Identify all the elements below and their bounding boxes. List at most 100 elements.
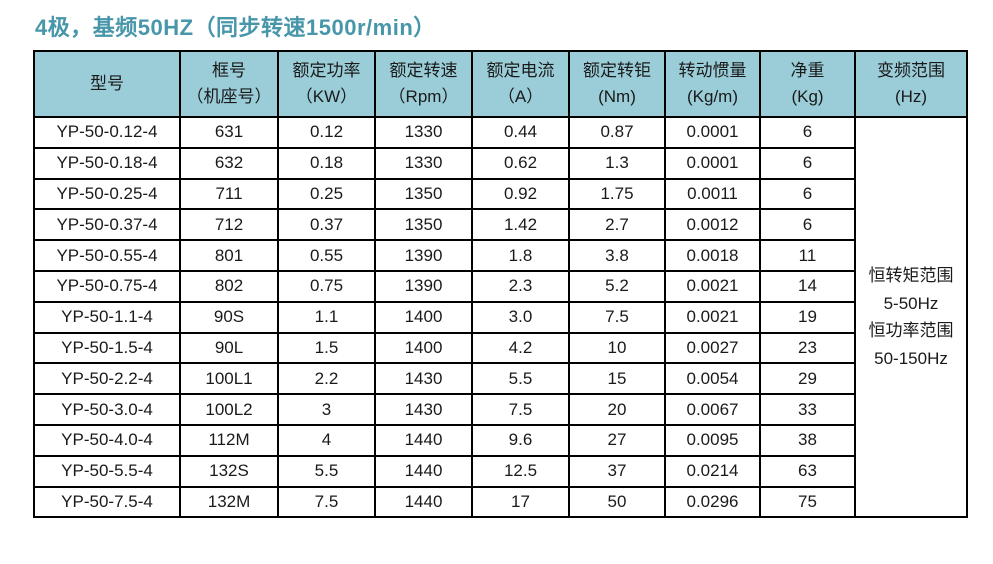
- cell-speed: 1390: [374, 239, 473, 272]
- cell-weight: 11: [759, 239, 856, 272]
- column-header-model: 型号: [33, 50, 181, 118]
- cell-current: 17: [471, 485, 570, 519]
- cell-current: 0.44: [471, 116, 570, 149]
- column-header-power: 额定功率 （KW）: [277, 50, 376, 118]
- header-unit: （A）: [497, 87, 544, 106]
- cell-torque: 20: [568, 393, 666, 426]
- header-title: 额定功率: [292, 60, 361, 80]
- cell-inertia: 0.0214: [664, 454, 761, 488]
- cell-model: YP-50-1.1-4: [33, 300, 181, 334]
- cell-speed: 1440: [374, 423, 473, 457]
- cell-weight: 6: [759, 208, 856, 242]
- column-header-freq-range: 变频范围 (Hz): [854, 50, 968, 118]
- cell-current: 9.6: [471, 423, 570, 457]
- frequency-range-line: 恒转矩范围: [868, 266, 954, 286]
- cell-weight: 33: [759, 393, 856, 426]
- cell-power: 1.1: [277, 300, 376, 334]
- cell-speed: 1430: [374, 393, 473, 426]
- header-unit: (Kg): [791, 87, 824, 106]
- header-unit: （KW）: [295, 87, 358, 106]
- cell-torque: 1.3: [568, 146, 666, 180]
- cell-current: 4.2: [471, 331, 570, 365]
- motor-spec-table: 型号 框号 （机座号） 额定功率 （KW） 额定转速 （Rpm） 额定电流 （A） 额定转钜 (Nm…: [33, 50, 968, 519]
- cell-power: 0.37: [277, 208, 376, 242]
- cell-model: YP-50-3.0-4: [33, 393, 181, 426]
- cell-model: YP-50-4.0-4: [33, 423, 181, 457]
- cell-current: 0.62: [471, 146, 570, 180]
- cell-power: 5.5: [277, 454, 376, 488]
- header-unit: （机座号）: [186, 87, 272, 106]
- cell-weight: 75: [759, 485, 856, 519]
- table-row: YP-50-4.0-4 112M 4 1440 9.6 27 0.0095 38: [33, 423, 967, 457]
- page: 4极，基频50HZ（同步转速1500r/min） 型号 框号 （机座号） 额定功率 （K…: [33, 15, 968, 519]
- cell-inertia: 0.0018: [664, 239, 761, 272]
- table-row: YP-50-5.5-4 132S 5.5 1440 12.5 37 0.0214 63: [33, 454, 967, 488]
- table-row: YP-50-3.0-4 100L2 3 1430 7.5 20 0.0067 33: [33, 393, 967, 426]
- cell-current: 3.0: [471, 300, 570, 334]
- cell-weight: 38: [759, 423, 856, 457]
- frequency-range-line: 恒功率范围: [868, 321, 954, 341]
- frequency-range-line: 50-150Hz: [874, 348, 948, 368]
- cell-speed: 1330: [374, 146, 473, 180]
- cell-frame: 711: [179, 177, 279, 211]
- column-header-current: 额定电流 （A）: [471, 50, 570, 118]
- table-body: YP-50-0.12-4 631 0.12 1330 0.44 0.87 0.0001 6 恒转…: [33, 115, 968, 519]
- cell-current: 12.5: [471, 454, 570, 488]
- cell-inertia: 0.0054: [664, 362, 761, 396]
- cell-current: 1.42: [471, 208, 570, 242]
- cell-speed: 1400: [374, 300, 473, 334]
- column-header-weight: 净重 (Kg): [759, 50, 856, 118]
- cell-torque: 1.75: [568, 177, 666, 211]
- cell-frame: 712: [179, 208, 279, 242]
- cell-model: YP-50-2.2-4: [33, 362, 181, 396]
- cell-torque: 50: [568, 485, 666, 519]
- cell-inertia: 0.0021: [664, 269, 761, 303]
- cell-frame: 100L1: [179, 362, 279, 396]
- table-header-row: 型号 框号 （机座号） 额定功率 （KW） 额定转速 （Rpm） 额定电流 （A） 额定转钜 (Nm…: [33, 50, 968, 118]
- cell-frame: 132S: [179, 454, 279, 488]
- cell-inertia: 0.0095: [664, 423, 761, 457]
- cell-frame: 801: [179, 239, 279, 272]
- cell-power: 0.75: [277, 269, 376, 303]
- cell-frame: 631: [179, 116, 279, 149]
- cell-torque: 27: [568, 423, 666, 457]
- header-title: 额定转速: [389, 60, 458, 80]
- table-row: YP-50-7.5-4 132M 7.5 1440 17 50 0.0296 75: [33, 485, 967, 519]
- table-row: YP-50-0.75-4 802 0.75 1390 2.3 5.2 0.0021 14: [33, 269, 967, 303]
- cell-power: 0.18: [277, 146, 376, 180]
- cell-inertia: 0.0001: [664, 146, 761, 180]
- cell-inertia: 0.0012: [664, 208, 761, 242]
- header-unit: （Rpm）: [388, 87, 459, 106]
- cell-speed: 1350: [374, 208, 473, 242]
- cell-model: YP-50-0.75-4: [33, 269, 181, 303]
- cell-torque: 15: [568, 362, 666, 396]
- cell-current: 0.92: [471, 177, 570, 211]
- cell-model: YP-50-0.25-4: [33, 177, 181, 211]
- cell-power: 2.2: [277, 362, 376, 396]
- cell-frame: 90S: [179, 300, 279, 334]
- cell-speed: 1330: [374, 116, 473, 149]
- table-row: YP-50-0.55-4 801 0.55 1390 1.8 3.8 0.0018 11: [33, 239, 967, 272]
- cell-inertia: 0.0001: [664, 116, 761, 149]
- cell-inertia: 0.0027: [664, 331, 761, 365]
- cell-current: 7.5: [471, 393, 570, 426]
- header-title: 额定电流: [486, 60, 555, 80]
- table-row: YP-50-0.12-4 631 0.12 1330 0.44 0.87 0.0001 6 恒转…: [33, 115, 968, 519]
- cell-weight: 6: [759, 177, 856, 211]
- cell-weight: 6: [759, 146, 856, 180]
- cell-speed: 1400: [374, 331, 473, 365]
- cell-speed: 1350: [374, 177, 473, 211]
- header-unit: (Hz): [894, 87, 928, 106]
- cell-torque: 5.2: [568, 269, 666, 303]
- cell-torque: 7.5: [568, 300, 666, 334]
- cell-frame: 132M: [179, 485, 279, 519]
- cell-power: 0.55: [277, 239, 376, 272]
- cell-model: YP-50-7.5-4: [33, 485, 181, 519]
- cell-frame: 632: [179, 146, 279, 180]
- cell-model: YP-50-0.12-4: [33, 116, 181, 149]
- cell-frame: 90L: [179, 331, 279, 365]
- cell-model: YP-50-0.55-4: [33, 239, 181, 272]
- page-title: 4极，基频50HZ（同步转速1500r/min）: [35, 15, 436, 40]
- cell-current: 1.8: [471, 239, 570, 272]
- cell-frame: 802: [179, 269, 279, 303]
